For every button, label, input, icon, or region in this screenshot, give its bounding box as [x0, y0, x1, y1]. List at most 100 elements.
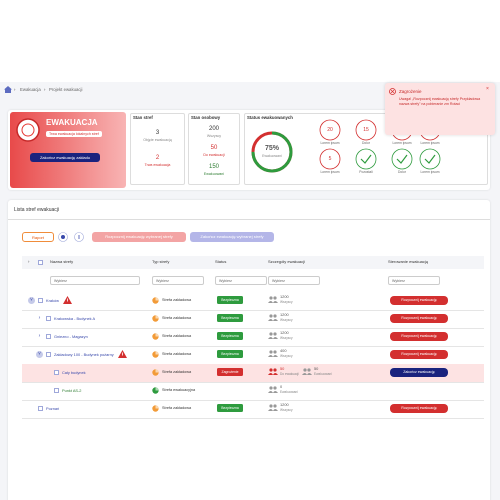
start-zone-button[interactable]: Rozpocznij ewakuację wybranej strefy [92, 232, 186, 242]
circle-label: Lorem ipsum [392, 141, 412, 145]
checkbox[interactable] [54, 388, 59, 393]
stat-title: Stan osobowy [191, 115, 221, 120]
expand-toggle[interactable]: ˅ [28, 297, 35, 304]
filter[interactable]: Wybierz [215, 276, 267, 285]
filter[interactable]: Wybierz [388, 276, 440, 285]
row-highlight [22, 364, 484, 382]
people-icon [268, 314, 278, 321]
detail-label: Wszyscy [280, 336, 293, 340]
donut [251, 131, 293, 173]
expand-toggle[interactable]: ˅ [36, 351, 43, 358]
row-divider [22, 346, 484, 347]
detail-label: Do ewakuacji [280, 372, 299, 376]
filter[interactable]: Wybierz [268, 276, 320, 285]
circle-value: 20 [327, 127, 333, 133]
status-circle [319, 148, 341, 170]
end-plant-evac-button[interactable]: Zakończ ewakuację zakładu [30, 153, 100, 162]
expand-toggle[interactable]: › [38, 315, 41, 321]
zone-type: Strefa zakładowa [162, 316, 192, 320]
circle-label: Lorem ipsum [420, 141, 440, 145]
detail-label: Wszyscy [280, 354, 293, 358]
checkbox[interactable] [38, 260, 43, 265]
table-header [22, 256, 484, 269]
action-button[interactable]: Rozpocznij ewakuację [390, 314, 448, 323]
type-icon [152, 297, 159, 304]
checkbox[interactable] [46, 352, 51, 357]
action-button[interactable]: Rozpocznij ewakuację [390, 404, 448, 413]
zone-type: Strefa zakładowa [162, 298, 192, 302]
row-divider [22, 418, 484, 419]
zone-name[interactable]: Kraków [46, 298, 59, 303]
checkbox[interactable] [38, 298, 43, 303]
row-divider [22, 400, 484, 401]
filter[interactable]: Wybierz [152, 276, 204, 285]
percent: 75% [264, 145, 279, 152]
action-button[interactable]: Rozpocznij ewakuację [390, 296, 448, 305]
zone-name[interactable]: Krakowska - Budynek A [54, 316, 96, 321]
detail-value: 50 [314, 366, 319, 371]
detail-label: Ewakuowani [314, 372, 332, 376]
filter[interactable]: Wybierz [50, 276, 140, 285]
column-header: Szczegóły ewakuacji [268, 259, 305, 264]
stat-label: Wszyscy [206, 134, 222, 138]
detail-value: 1200 [280, 402, 289, 407]
status-circle [355, 119, 377, 141]
action-button[interactable]: Zakończ ewakuację [390, 368, 448, 377]
people-icon [268, 350, 278, 357]
detail-label: Wszyscy [280, 318, 293, 322]
status-circle [319, 119, 341, 141]
checkbox[interactable] [46, 316, 51, 321]
stat-value: 150 [208, 164, 219, 170]
stat-title: Status ewakuowanych [247, 115, 293, 120]
stat-label: Do ewakuacji [203, 153, 225, 157]
zone-name[interactable]: Gniezno - Magazyn [54, 334, 88, 339]
expand-toggle[interactable]: › [38, 333, 41, 339]
type-icon [152, 333, 159, 340]
circle-label: Lorem ipsum [420, 170, 440, 174]
column-header: Status [215, 259, 227, 264]
toast-title: Zagrożenie [399, 89, 422, 94]
evac-badge: EWAKUACJA [46, 118, 98, 127]
status-badge: Bezpieczna [217, 314, 243, 322]
status-badge: Bezpieczna [217, 350, 243, 358]
expand-all: › [28, 259, 30, 264]
zone-name[interactable]: Zakładowy 100 - Budynek pożarny [54, 352, 114, 357]
row-divider [22, 382, 484, 383]
donut-arc [251, 131, 293, 173]
checkbox[interactable] [38, 406, 43, 411]
home-icon [4, 86, 12, 93]
detail-value: 1200 [280, 330, 289, 335]
icon-button [58, 232, 68, 242]
zone-name[interactable]: Poznań [46, 406, 60, 411]
people-icon [268, 386, 278, 393]
row-divider [22, 328, 484, 329]
toast-close[interactable]: × [486, 86, 489, 92]
warning-icon [118, 350, 127, 358]
status-circle [419, 148, 441, 170]
action-button[interactable]: Rozpocznij ewakuację [390, 332, 448, 341]
zone-name[interactable]: Punkt AS-2 [62, 388, 82, 393]
stop-zone-button[interactable]: Zakończ ewakuację wybranej strefy [190, 232, 274, 242]
detail-value: 50 [280, 366, 285, 371]
list-title: Lista stref ewakuacji [14, 207, 60, 213]
circle-label: Pozostali [359, 170, 373, 174]
circle-label: Lorem ipsum [320, 141, 340, 145]
action-button[interactable]: Rozpocznij ewakuację [390, 350, 448, 359]
report-button[interactable]: Raport [22, 232, 54, 242]
zone-name[interactable]: Cały budynek [62, 370, 86, 375]
people-icon [268, 296, 278, 303]
toast-text: Uwaga! „Rozpocznij ewakuację strefy Przy… [399, 97, 481, 106]
zone-type: Strefa zakładowa [162, 352, 192, 356]
breadcrumb[interactable]: Ewakuacja [20, 87, 41, 92]
status-circle [391, 148, 413, 170]
detail-label: Ewakuowani [280, 390, 298, 394]
column-header: Sterowanie ewakuacją [388, 259, 429, 264]
people-icon [268, 368, 278, 375]
detail-value: 0 [280, 384, 283, 389]
breadcrumb: Projekt ewakuacji [49, 87, 83, 92]
checkbox[interactable] [46, 334, 51, 339]
warning-icon [63, 296, 72, 304]
stat-title: Stan stref [133, 115, 153, 120]
checkbox[interactable] [54, 370, 59, 375]
